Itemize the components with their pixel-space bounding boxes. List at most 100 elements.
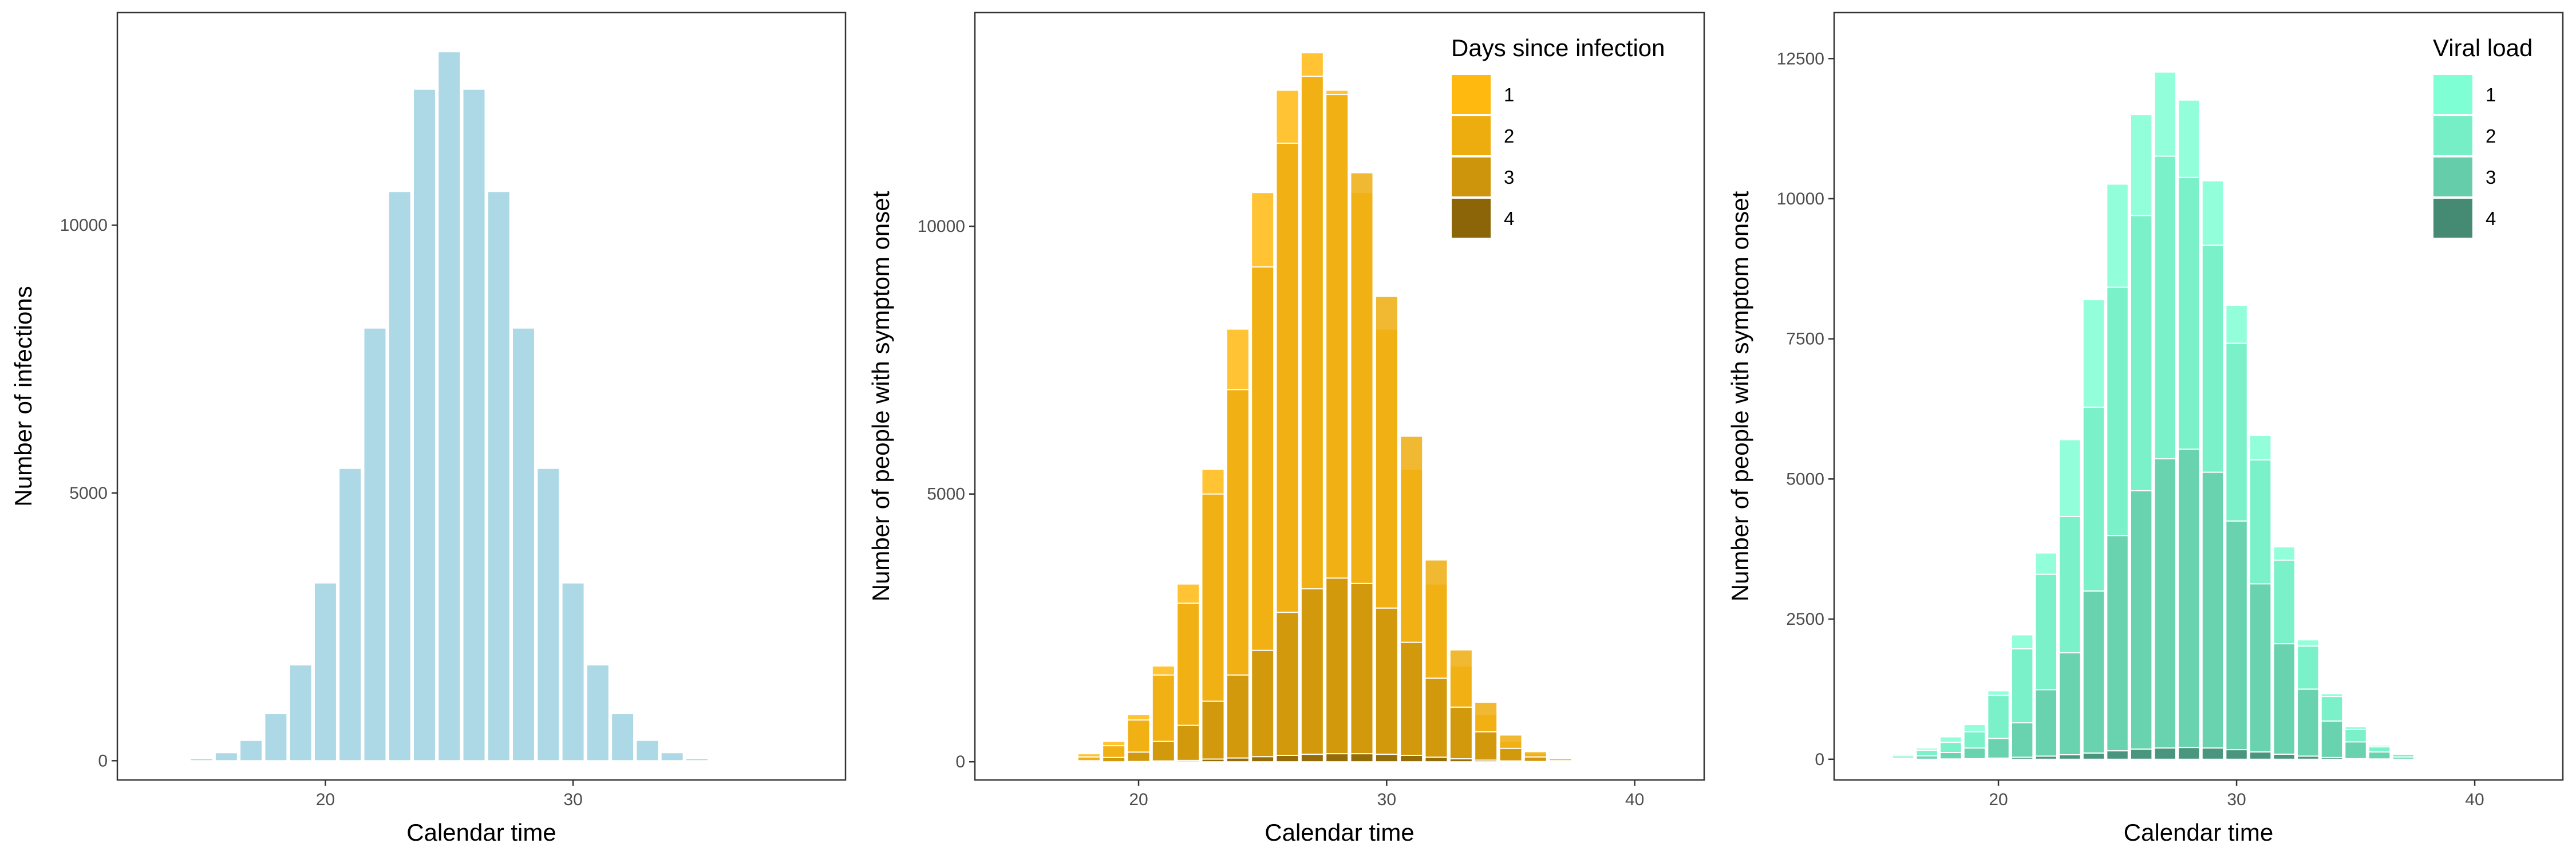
panel-border — [1833, 11, 2564, 781]
series-4 — [1939, 747, 2391, 760]
bar — [189, 758, 214, 762]
bar — [1499, 760, 1523, 763]
legend-key — [2432, 74, 2474, 115]
bar — [2154, 747, 2176, 760]
bar — [1963, 747, 1986, 760]
x-tick-label: 20 — [1989, 790, 2008, 809]
bar — [214, 752, 238, 762]
legend: Days since infection 1 2 3 4 — [1451, 34, 1665, 239]
bar — [2010, 756, 2034, 760]
bar — [2392, 756, 2415, 760]
legend-title: Viral load — [2433, 34, 2532, 61]
legend-label: 1 — [1504, 84, 1514, 105]
y-tick-label: 7500 — [1786, 330, 1824, 349]
x-axis-title: Calendar time — [2124, 819, 2273, 846]
bar — [2106, 750, 2129, 760]
bar — [1176, 724, 1200, 763]
y-tick-label: 10000 — [918, 217, 965, 236]
x-axis-title: Calendar time — [406, 819, 556, 846]
panel-border — [974, 11, 1705, 781]
y-axis-title: Number of people with symptom onset — [1726, 191, 1753, 601]
y-tick-label: 2500 — [1786, 610, 1824, 629]
y-tick-label: 5000 — [1786, 470, 1824, 488]
bar — [2034, 689, 2057, 760]
legend-label: 4 — [1504, 208, 1514, 229]
legend-key — [2432, 198, 2474, 239]
y-tick-label: 10000 — [60, 216, 108, 235]
legend-key — [1451, 156, 1492, 198]
y-axis-title: Number of people with symptom onset — [867, 191, 894, 601]
series-3 — [1077, 577, 1597, 763]
bar — [2201, 747, 2225, 760]
legend-label: 2 — [2486, 125, 2496, 147]
bar — [685, 758, 709, 762]
legend-label: 4 — [2486, 208, 2496, 229]
bar — [2297, 688, 2320, 760]
x-tick-label: 40 — [1625, 790, 1644, 809]
bar — [1400, 754, 1424, 763]
bar — [1226, 757, 1250, 763]
bar — [1102, 756, 1126, 763]
legend: Viral load 1 2 3 4 — [2432, 34, 2532, 239]
bar — [1325, 577, 1349, 763]
bar — [2320, 720, 2344, 760]
x-tick-label: 20 — [316, 790, 335, 809]
x-tick-label: 40 — [2465, 790, 2484, 809]
y-tick-label: 10000 — [1777, 190, 1824, 208]
bar — [2034, 755, 2057, 760]
y-tick-label: 0 — [98, 751, 108, 770]
bar — [710, 759, 734, 762]
bar — [338, 467, 362, 762]
bar — [1127, 751, 1151, 763]
bar — [1449, 758, 1473, 763]
series-3 — [1891, 448, 2439, 760]
bar — [2297, 755, 2320, 760]
bar — [1915, 755, 1938, 760]
x-tick-label: 30 — [563, 790, 582, 809]
bar — [1028, 761, 1052, 763]
bar — [264, 713, 288, 762]
bar — [1151, 760, 1175, 763]
bar — [2178, 448, 2200, 760]
legend-key — [1451, 74, 1492, 115]
bar — [1424, 677, 1448, 763]
bar — [1424, 756, 1448, 763]
bar — [561, 582, 585, 762]
bar — [2273, 643, 2296, 760]
bar — [1374, 754, 1398, 763]
bar — [1449, 706, 1473, 763]
bar — [635, 739, 659, 762]
legend-key — [1451, 198, 1492, 239]
bar — [1201, 700, 1225, 763]
bar — [2059, 652, 2081, 760]
legend-label: 3 — [1504, 167, 1514, 188]
bar — [2225, 520, 2248, 760]
x-tick-label: 30 — [1377, 790, 1396, 809]
y-tick-label: 5000 — [927, 485, 965, 504]
bar — [1077, 760, 1101, 763]
bar — [1374, 607, 1398, 763]
bar — [2249, 751, 2272, 760]
bar — [1300, 588, 1324, 763]
bar — [512, 327, 536, 762]
y-axis-title: Number of infections — [10, 286, 37, 506]
legend-key — [1451, 115, 1492, 156]
bar — [1350, 753, 1374, 763]
y-tick-label: 0 — [955, 752, 965, 771]
bar — [1939, 752, 1962, 760]
bar — [1400, 641, 1424, 763]
x-tick-label: 20 — [1129, 790, 1148, 809]
bar — [239, 739, 263, 762]
bar — [1325, 753, 1349, 763]
bar — [2082, 590, 2105, 760]
chart-panel-3: 20 30 40 0 2500 5000 7500 10000 12500 Calendar ti… — [1726, 11, 2564, 846]
bar — [611, 713, 635, 762]
bar — [2344, 741, 2367, 760]
bar — [1226, 674, 1250, 763]
bar — [2201, 471, 2225, 760]
legend-title: Days since infection — [1451, 34, 1665, 61]
bar — [1151, 740, 1175, 763]
bar — [1499, 747, 1523, 763]
bar — [313, 582, 337, 762]
